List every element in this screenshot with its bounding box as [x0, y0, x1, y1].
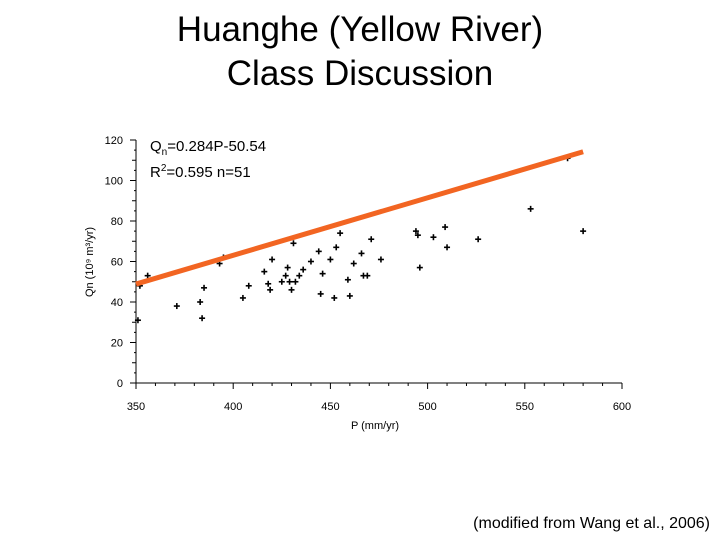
data-point — [173, 303, 180, 310]
data-point — [377, 256, 384, 263]
y-tick-label: 0 — [117, 378, 123, 390]
data-point — [307, 258, 314, 265]
data-point — [337, 230, 344, 237]
x-tick-label: 550 — [516, 401, 534, 413]
x-axis-label: P (mm/yr) — [351, 420, 399, 432]
x-tick-label: 450 — [321, 401, 339, 413]
data-point — [527, 205, 534, 212]
data-point — [199, 315, 206, 322]
data-point — [412, 228, 419, 235]
data-point — [327, 256, 334, 263]
data-point — [144, 272, 151, 279]
data-point — [239, 294, 246, 301]
data-point — [430, 234, 437, 241]
chart-axes: 0 20 40 60 80 100 120 350 400 450 500 550 600 — [105, 135, 632, 413]
data-point — [315, 248, 322, 255]
y-tick-label: 60 — [111, 257, 123, 269]
source-credit: (modified from Wang et al., 2006) — [473, 515, 710, 532]
data-point — [333, 244, 340, 251]
x-tick-label: 500 — [418, 401, 436, 413]
slide-title-line-2: Class Discussion — [226, 54, 494, 93]
data-point — [300, 266, 307, 273]
data-point — [368, 236, 375, 243]
equation-q-prefix: Q — [150, 138, 162, 155]
data-point — [245, 282, 252, 289]
data-point — [288, 286, 295, 293]
regression-line-group — [135, 149, 584, 287]
data-point — [278, 278, 285, 285]
data-point — [261, 268, 268, 275]
r-squared-label: R2=0.595 n=51 — [150, 160, 251, 182]
data-point — [416, 264, 423, 271]
data-point — [317, 290, 324, 297]
data-point — [444, 244, 451, 251]
data-point — [296, 272, 303, 279]
data-point — [201, 284, 208, 291]
y-axis-label: Qn (10⁹ m³/yr) — [84, 227, 96, 297]
data-point — [269, 256, 276, 263]
data-points — [134, 155, 587, 324]
data-point — [414, 232, 421, 239]
data-point — [267, 286, 274, 293]
data-point — [319, 270, 326, 277]
y-tick-label: 80 — [111, 216, 123, 228]
data-point — [580, 228, 587, 235]
y-tick-label: 20 — [111, 338, 123, 350]
data-point — [286, 278, 293, 285]
slide-title: Huanghe (Yellow River) Class Discussion — [0, 8, 720, 96]
data-point — [364, 272, 371, 279]
data-point — [442, 224, 449, 231]
equation-q-subscript: n — [161, 147, 168, 158]
r-squared-superscript: 2 — [160, 163, 167, 174]
data-point — [358, 250, 365, 257]
data-point — [284, 264, 291, 271]
data-point — [344, 276, 351, 283]
y-tick-label: 120 — [105, 135, 123, 147]
regression-equation: Qn=0.284P-50.54 — [150, 138, 266, 162]
data-point — [197, 299, 204, 305]
regression-line — [135, 149, 584, 287]
r-squared-rest: =0.595 n=51 — [166, 164, 251, 181]
slide-title-line-1: Huanghe (Yellow River) — [176, 10, 544, 49]
data-point — [350, 260, 357, 267]
data-point — [290, 240, 297, 247]
equation-q-rest: =0.284P-50.54 — [167, 138, 267, 155]
data-point — [134, 317, 141, 324]
r-squared-prefix: R — [150, 164, 161, 181]
x-tick-label: 350 — [127, 401, 145, 413]
data-point — [346, 292, 353, 299]
x-tick-label: 400 — [224, 401, 242, 413]
x-tick-label: 600 — [613, 401, 631, 413]
data-point — [331, 294, 338, 301]
data-point — [265, 280, 272, 287]
y-tick-label: 40 — [111, 297, 123, 309]
data-point — [292, 278, 299, 285]
data-point — [475, 236, 482, 243]
y-tick-label: 100 — [105, 176, 123, 188]
data-point — [282, 272, 289, 279]
